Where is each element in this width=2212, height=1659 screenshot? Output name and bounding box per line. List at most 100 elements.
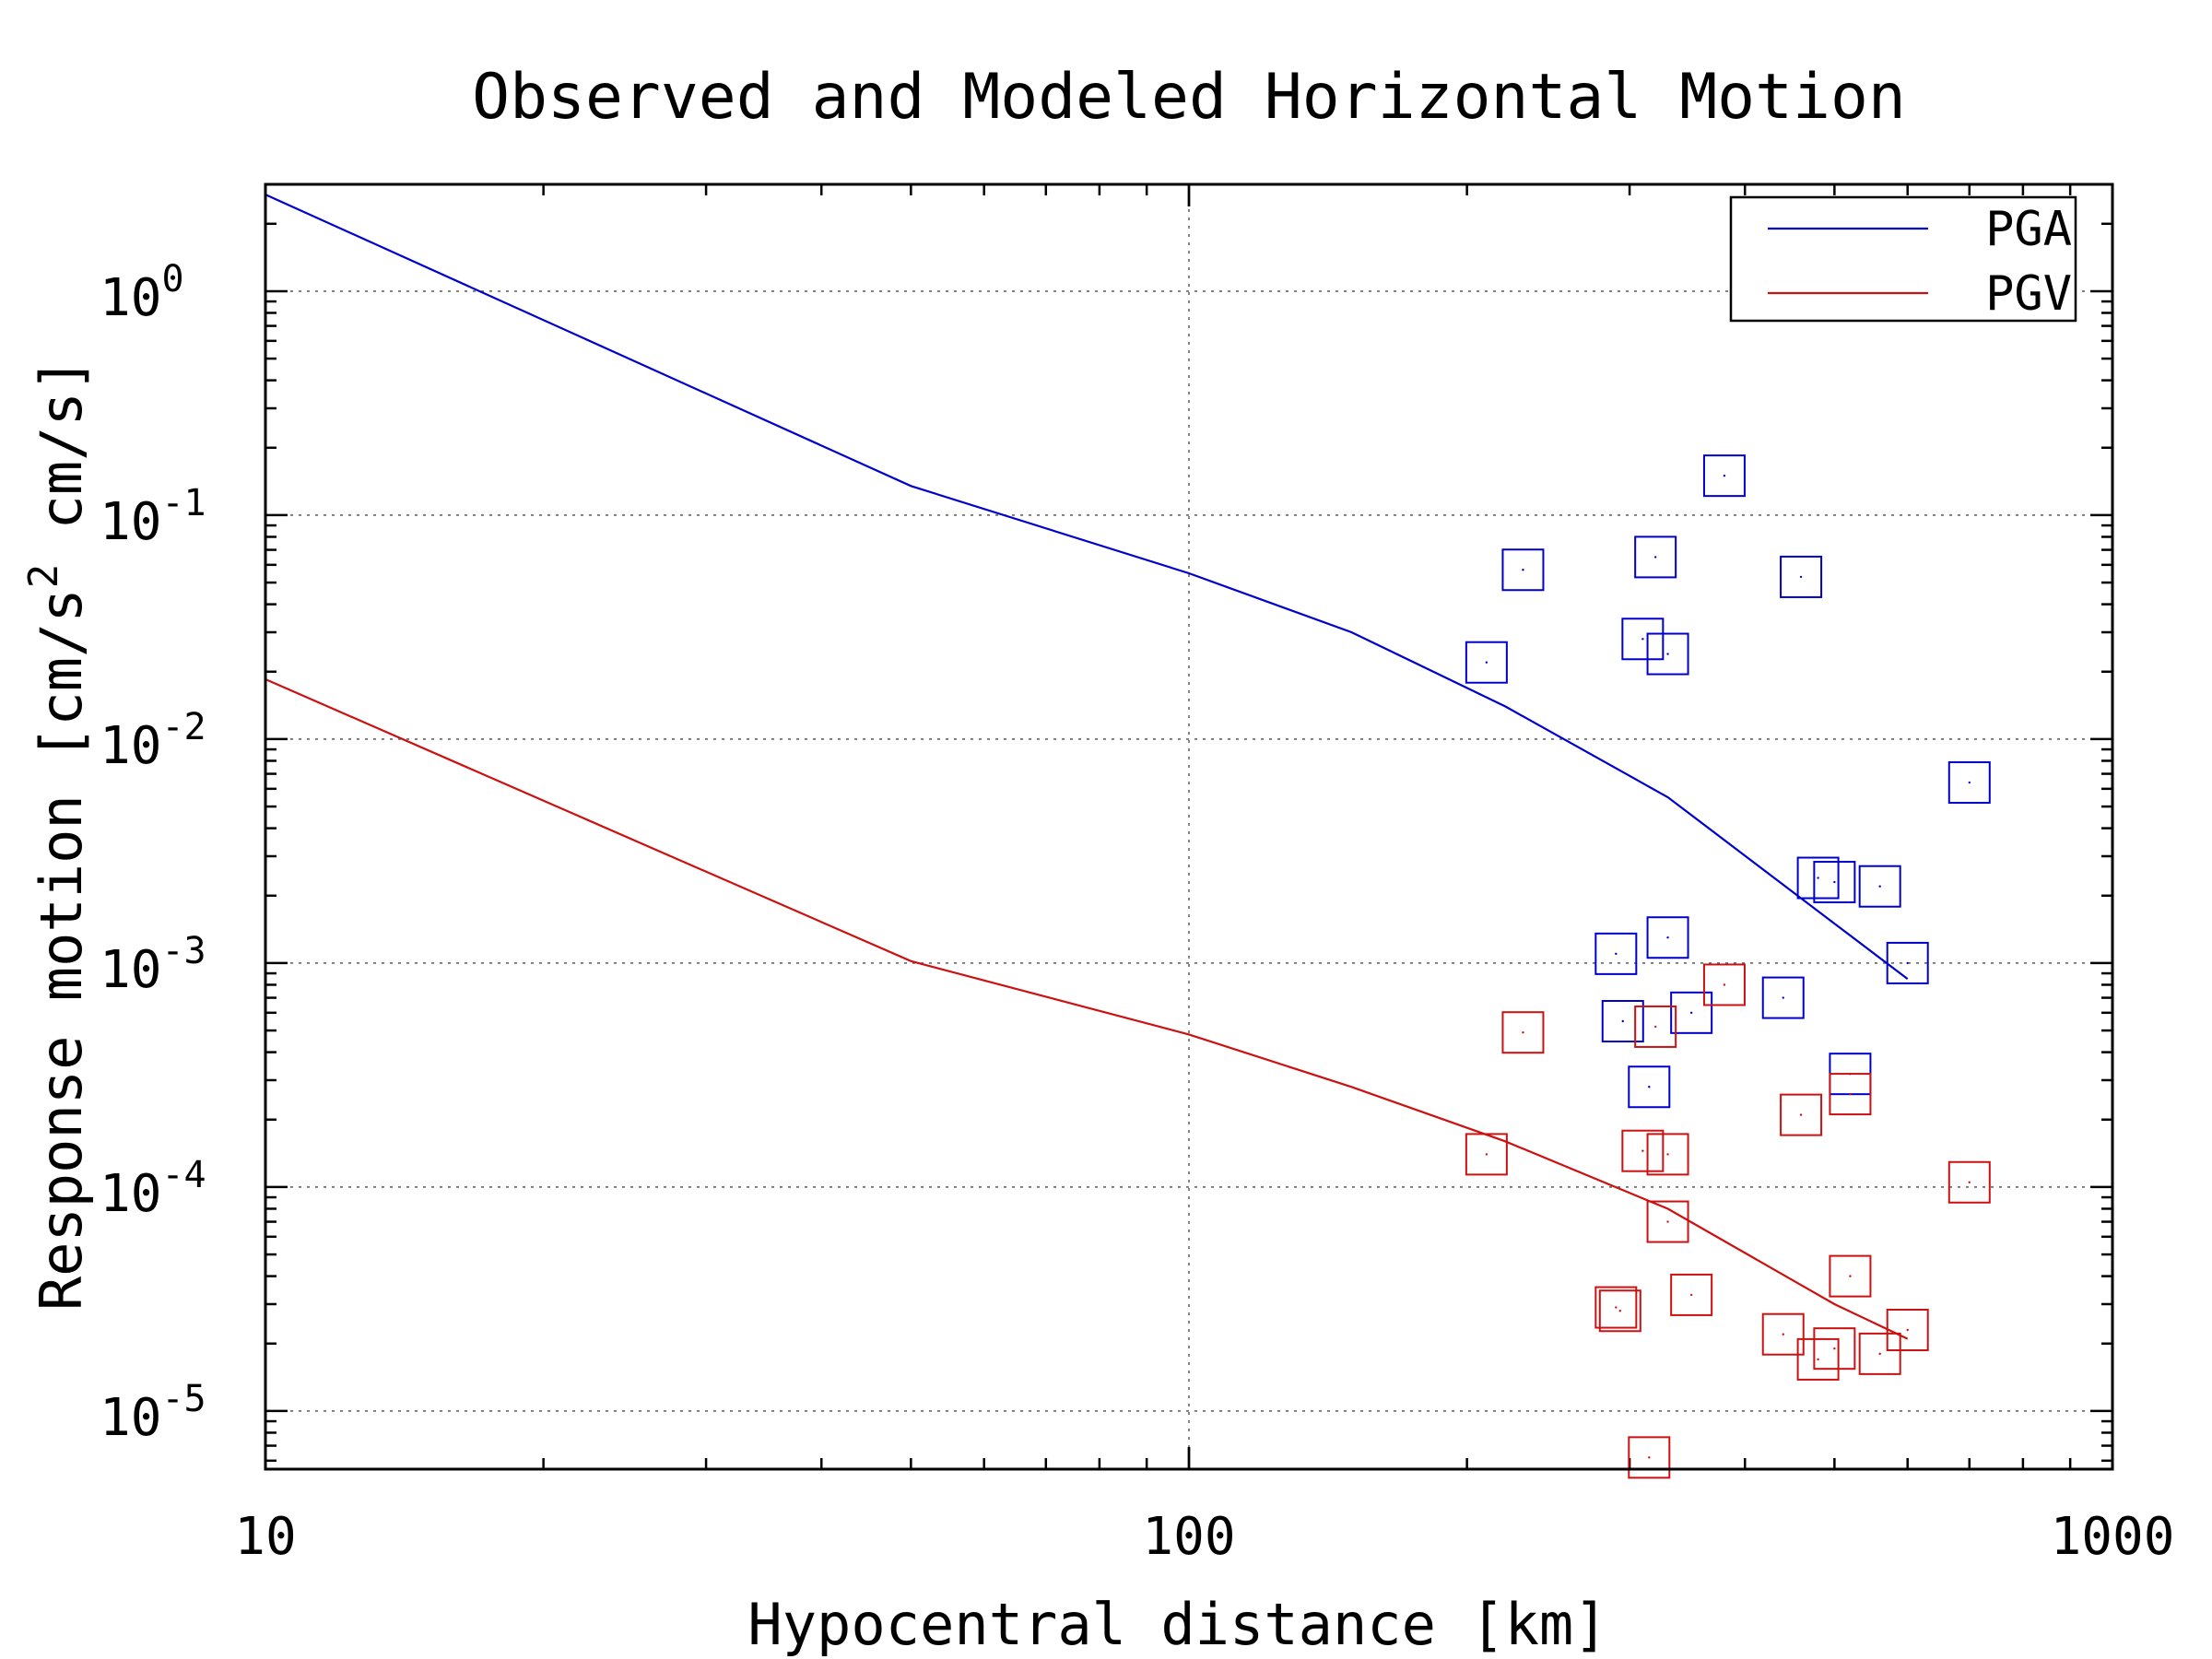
pga-model-line — [265, 194, 1909, 980]
y-axis-label: Response motion [cm/s2 cm/s] — [20, 358, 95, 1311]
plot-frame — [264, 182, 2114, 1471]
pga-data-point — [1646, 632, 1689, 676]
pga-data-point-center — [1522, 569, 1524, 571]
pgv-data-point — [1829, 1254, 1872, 1298]
pga-data-point — [1702, 454, 1746, 498]
pgv-data-point — [1761, 1312, 1805, 1356]
axis-ticks — [264, 182, 2114, 1469]
pga-data-point-center — [1485, 661, 1488, 664]
pga-data-point — [1761, 976, 1805, 1019]
pga-data-point-center — [1648, 1086, 1651, 1088]
grid — [265, 184, 2112, 1469]
x-tick-label: 1000 — [2051, 1507, 2175, 1567]
y-tick-label-exponent: -5 — [161, 1378, 206, 1420]
y-tick-label-base: 10 — [100, 1388, 161, 1448]
pga-data-point-center — [1833, 880, 1836, 884]
pga-data-point-center — [1641, 638, 1644, 641]
pgv-data-point-center — [1666, 1153, 1669, 1156]
pga-data-point — [1601, 1000, 1644, 1043]
y-tick-label-exponent: -1 — [161, 482, 206, 524]
pgv-data-point-center — [1522, 1031, 1524, 1034]
pgv-data-point-center — [1833, 1347, 1836, 1350]
pgv-data-point-center — [1723, 983, 1726, 986]
pga-data-point-center — [1621, 1019, 1624, 1023]
pga-data-point-center — [1968, 781, 1971, 784]
pgv-data-point — [1858, 1332, 1901, 1375]
pgv-data-point-center — [1615, 1306, 1618, 1309]
pgv-data-point — [1780, 1093, 1823, 1136]
pgv-data-point-center — [1653, 1025, 1657, 1029]
pgv-data-point — [1634, 1005, 1677, 1048]
plot-area — [265, 194, 1991, 1479]
pgv-data-point — [1670, 1273, 1713, 1316]
pgv-data-point — [1465, 1133, 1508, 1176]
pgv-data-point-center — [1689, 1293, 1693, 1297]
pgv-data-point — [1646, 1200, 1689, 1243]
y-tick-label: 10-3 — [100, 930, 206, 1000]
pgv-data-point-center — [1849, 1275, 1852, 1277]
pga-data-point — [1858, 865, 1901, 908]
y-tick-label-base: 10 — [100, 1164, 161, 1224]
pgv-data-point — [1947, 1160, 1991, 1204]
pgv-data-point-center — [1878, 1352, 1881, 1356]
pgv-data-point — [1598, 1289, 1641, 1333]
pga-data-point — [1628, 1065, 1671, 1109]
pgv-data-point-center — [1817, 1358, 1819, 1361]
pga-data-point — [1646, 916, 1689, 959]
x-tick-label: 100 — [1142, 1507, 1235, 1567]
y-tick-label-base: 10 — [100, 940, 161, 1000]
pgv-data-point — [1621, 1129, 1665, 1172]
pga-data-point — [1634, 535, 1677, 579]
y-tick-label-exponent: -2 — [161, 706, 206, 748]
pga-data-point — [1594, 932, 1638, 975]
pgv-data-point-center — [1485, 1153, 1488, 1156]
pgv-data-point-center — [1906, 1328, 1909, 1332]
pgv-data-point-center — [1799, 1113, 1803, 1116]
pga-data-point — [1621, 618, 1665, 661]
legend-box — [1729, 195, 2077, 323]
pgv-data-point — [1702, 963, 1746, 1006]
legend-label-pga: PGA — [1985, 202, 2072, 257]
pga-data-point-center — [1653, 556, 1657, 559]
pgv-data-point — [1829, 1073, 1872, 1116]
pgv-data-point — [1646, 1133, 1689, 1176]
y-tick-label-base: 10 — [100, 716, 161, 776]
y-tick-label-exponent: -3 — [161, 930, 206, 972]
y-tick-label: 10-2 — [100, 706, 206, 776]
pgv-data-point-center — [1782, 1333, 1784, 1335]
pgv-data-point — [1628, 1436, 1671, 1479]
pga-data-point-center — [1799, 575, 1803, 579]
pgv-data-point — [1796, 1337, 1840, 1381]
pgv-data-point-center — [1666, 1220, 1669, 1223]
y-tick-label-base: 10 — [100, 268, 161, 328]
pga-data-point — [1813, 861, 1856, 904]
pga-data-point — [1670, 991, 1713, 1034]
pgv-data-point-center — [1968, 1181, 1971, 1183]
chart-title: Observed and Modeled Horizontal Motion — [472, 61, 1906, 134]
legend-label-pgv: PGV — [1985, 266, 2072, 322]
pga-data-point — [1501, 548, 1545, 592]
pgv-data-point-center — [1849, 1092, 1852, 1096]
y-tick-label: 10-5 — [100, 1378, 206, 1448]
pga-data-point-center — [1878, 885, 1881, 888]
pgv-data-point — [1886, 1309, 1929, 1352]
pgv-data-point — [1594, 1286, 1638, 1329]
y-tick-label-exponent: -4 — [161, 1154, 206, 1196]
pga-data-point — [1947, 761, 1991, 805]
pga-data-point-center — [1666, 936, 1669, 939]
pga-data-point-center — [1666, 653, 1669, 655]
pgv-data-point — [1813, 1327, 1856, 1371]
pga-data-point — [1465, 641, 1508, 684]
x-axis-label: Hypocentral distance [km] — [747, 1591, 1607, 1658]
pga-data-point — [1780, 555, 1823, 598]
y-tick-label: 10-1 — [100, 482, 206, 552]
y-axis-label-superscript: 2 — [20, 564, 67, 589]
pga-data-point-center — [1723, 474, 1726, 477]
pgv-data-point — [1501, 1011, 1545, 1054]
legend: PGA PGV — [1729, 195, 2077, 323]
pgv-data-point-center — [1641, 1149, 1644, 1152]
pgv-data-point-center — [1618, 1310, 1622, 1312]
y-axis-label-prefix: Response motion [cm/s — [28, 588, 95, 1311]
